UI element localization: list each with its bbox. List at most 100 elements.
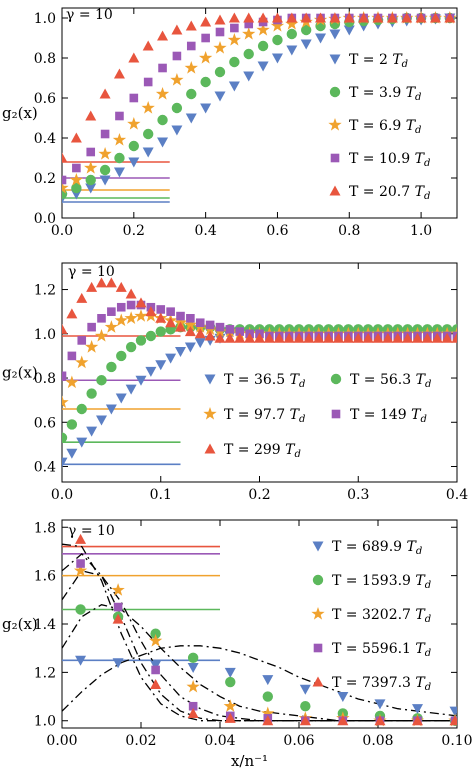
data-point: [329, 29, 341, 40]
x-tick-label: 0.02: [125, 733, 156, 749]
data-point: [204, 330, 216, 341]
data-point: [224, 712, 236, 723]
data-point: [343, 12, 355, 23]
legend-label: T = 97.7 Td: [224, 407, 305, 425]
panel-bottom: 0.00 0.02 0.04 0.06 0.08 0.10 1.0 1.2 1.4 1.6 1.8 g…: [2, 519, 473, 770]
data-point: [188, 701, 198, 711]
y-axis-label: g₂(x): [2, 364, 38, 382]
data-point: [69, 173, 84, 186]
x-tick-label: 0.4: [195, 223, 217, 239]
data-point: [62, 432, 68, 443]
plot-frame: [61, 7, 458, 219]
legend-label: T = 6.9 Td: [349, 118, 421, 136]
data-point: [99, 164, 111, 176]
data-point: [111, 583, 125, 596]
data-point: [75, 355, 89, 369]
data-point: [257, 61, 269, 72]
plot-area: [62, 11, 457, 204]
data-point: [257, 40, 269, 52]
series-star: [62, 309, 457, 409]
data-point: [112, 133, 127, 146]
fit-curve: [62, 570, 457, 722]
data-point: [214, 91, 226, 102]
data-point: [150, 678, 162, 689]
data-point: [176, 311, 185, 321]
legend-marker: [204, 374, 216, 385]
data-point: [362, 332, 374, 343]
x-tick-label: 0.2: [248, 487, 270, 503]
data-point: [105, 277, 117, 288]
data-point: [62, 457, 68, 468]
data-point: [300, 701, 311, 712]
data-point: [313, 332, 325, 343]
data-point: [244, 332, 256, 343]
data-point: [62, 175, 67, 185]
data-point: [75, 655, 87, 666]
fit-curve: [62, 543, 457, 722]
y-tick-label: 0.2: [34, 171, 56, 187]
gamma-annotation: γ = 10: [68, 264, 115, 280]
data-point: [127, 117, 141, 130]
data-point: [155, 360, 167, 371]
plot-area: [62, 533, 457, 727]
data-point: [225, 676, 236, 688]
x-tick-label: 0.4: [446, 487, 468, 503]
data-point: [186, 679, 200, 693]
data-point: [329, 12, 341, 23]
data-point: [62, 181, 69, 194]
data-point: [195, 318, 205, 328]
data-point: [124, 311, 138, 324]
x-tick-label: 0.08: [362, 733, 393, 749]
data-point: [194, 328, 206, 339]
data-point: [96, 415, 107, 426]
data-point: [157, 114, 168, 126]
y-tick-label: 1.0: [34, 11, 56, 27]
data-point: [228, 81, 240, 92]
y-axis-label: g₂(x): [2, 615, 38, 633]
series-triangle-down: [75, 655, 457, 717]
data-point: [200, 103, 212, 114]
data-point: [213, 41, 227, 54]
data-point: [429, 12, 441, 23]
data-point: [128, 157, 140, 168]
data-point: [412, 715, 423, 726]
data-point: [157, 137, 169, 148]
data-point: [299, 684, 311, 695]
y-tick-label: 0.6: [34, 91, 56, 107]
x-tick-label: 0.0: [51, 487, 73, 503]
legend-marker: [313, 643, 323, 653]
data-point: [175, 346, 186, 357]
data-point: [198, 51, 213, 64]
data-point: [223, 699, 237, 712]
data-point: [262, 675, 274, 686]
data-point: [155, 312, 167, 323]
data-point: [401, 12, 413, 23]
legend-label: T = 10.9 Td: [349, 151, 430, 169]
data-point: [333, 332, 344, 343]
data-point: [99, 175, 111, 186]
data-point: [214, 66, 226, 78]
data-point: [62, 152, 68, 163]
data-point: [228, 12, 240, 23]
x-tick-label: 0.3: [347, 487, 369, 503]
data-point: [234, 332, 246, 343]
legend-label: T = 2 Td: [349, 52, 408, 70]
data-point: [84, 340, 99, 353]
legend: T = 689.9 Td T = 1593.9 Td T = 3202.7 Td T …: [311, 539, 431, 693]
legend-label: T = 7397.3 Td: [332, 675, 431, 693]
legend: T = 2 Td T = 3.9 Td T = 6.9 Td T = 10.9 Td T…: [328, 52, 430, 202]
legend-label: T = 36.5 Td: [224, 372, 305, 390]
data-point: [185, 113, 197, 124]
x-tick-label: 0.0: [51, 223, 73, 239]
data-point: [126, 300, 136, 310]
data-point: [372, 12, 384, 23]
legend-marker: [329, 185, 341, 196]
data-point: [256, 23, 270, 36]
data-point: [94, 329, 109, 342]
data-point: [141, 101, 155, 114]
data-point: [184, 61, 198, 74]
data-point: [303, 332, 315, 343]
y-tick-label: 0.8: [34, 51, 56, 67]
data-point: [224, 332, 236, 343]
data-point: [113, 602, 123, 612]
